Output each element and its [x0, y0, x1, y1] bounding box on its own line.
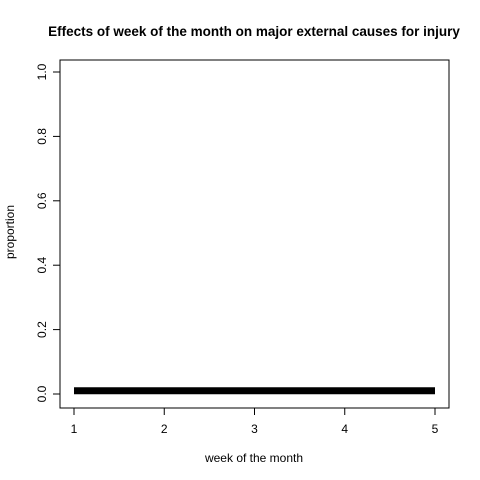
x-tick-label-3: 4 — [341, 422, 348, 436]
x-tick-label-4: 5 — [432, 422, 439, 436]
x-tick-label-1: 2 — [161, 422, 168, 436]
y-tick-label-1: 0.2 — [35, 321, 49, 338]
x-axis-label: week of the month — [204, 451, 303, 465]
x-axis: 1 2 3 4 5 — [71, 408, 439, 436]
y-tick-label-0: 0.0 — [35, 385, 49, 402]
x-tick-label-0: 1 — [71, 422, 78, 436]
plot-frame — [59, 59, 450, 409]
x-tick-label-2: 3 — [251, 422, 258, 436]
y-axis: 0.0 0.2 0.4 0.6 0.8 1.0 — [35, 63, 60, 402]
y-tick-label-5: 1.0 — [35, 63, 49, 80]
y-axis-label: proportion — [3, 205, 17, 259]
chart-title: Effects of week of the month on major ex… — [48, 24, 460, 39]
y-tick-label-3: 0.6 — [35, 192, 49, 209]
y-tick-label-4: 0.8 — [35, 128, 49, 145]
y-tick-label-2: 0.4 — [35, 257, 49, 274]
